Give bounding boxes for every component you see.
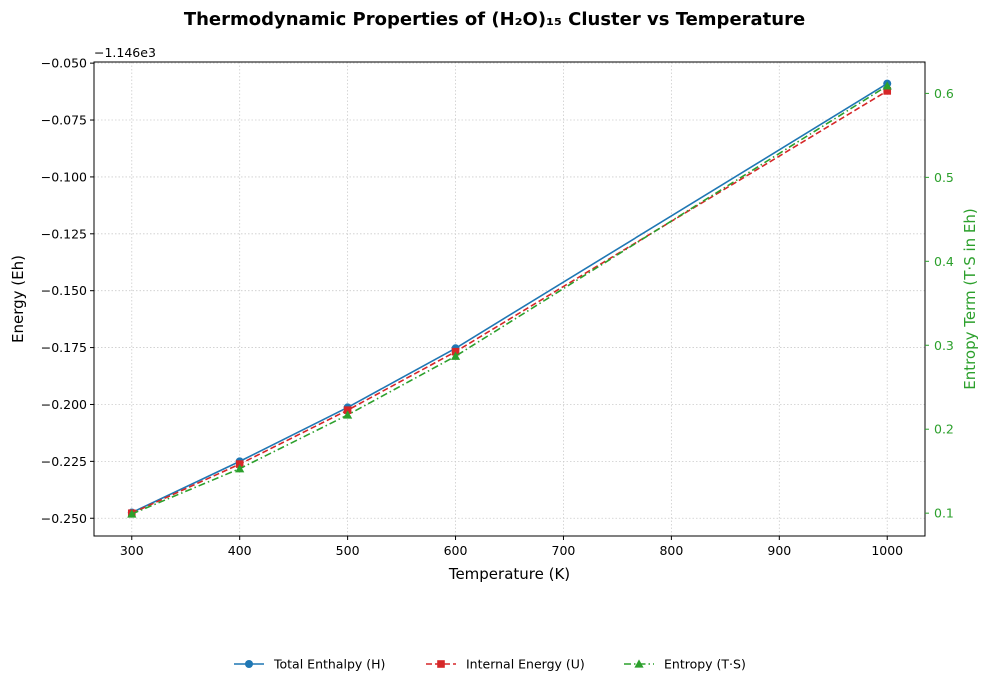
y2-tick-label: 0.1	[934, 506, 954, 521]
x-tick-label: 1000	[871, 543, 903, 558]
series-0	[127, 79, 892, 517]
legend-marker	[634, 659, 644, 668]
legend-label: Entropy (T·S)	[664, 657, 746, 672]
y-tick-label: −0.200	[41, 397, 87, 412]
data-point	[450, 351, 461, 360]
y-tick-label: −0.225	[41, 454, 87, 469]
data-point	[882, 81, 892, 90]
y2-tick-label: 0.3	[934, 338, 954, 353]
y-tick-label: −0.100	[41, 169, 87, 184]
x-tick-label: 600	[444, 543, 468, 558]
data-point	[343, 410, 353, 419]
y-tick-label: −0.075	[41, 113, 87, 128]
y2-axis-label: Entropy Term (T·S in Eh)	[961, 208, 979, 390]
series-lines	[127, 79, 892, 518]
series-2	[127, 81, 892, 518]
legend-marker	[245, 660, 253, 668]
legend-item: Internal Energy (U)	[426, 657, 585, 672]
legend-label: Internal Energy (U)	[466, 657, 585, 672]
series-line	[131, 85, 888, 515]
x-tick-label: 700	[552, 543, 576, 558]
y-tick-label: −0.175	[41, 340, 87, 355]
legend: Total Enthalpy (H) Internal Energy (U) Ent…	[234, 657, 746, 672]
legend-marker	[437, 660, 445, 668]
data-point	[343, 406, 352, 414]
y-axis-label: Energy (Eh)	[9, 255, 27, 343]
grid-lines	[94, 62, 925, 536]
x-ticks: 300 400 500 600 700 800 900 1000	[120, 536, 903, 558]
x-tick-label: 400	[228, 543, 252, 558]
legend-label: Total Enthalpy (H)	[273, 657, 385, 672]
y2-ticks: 0.1 0.2 0.3 0.4 0.5 0.6	[925, 86, 954, 521]
series-line	[131, 90, 888, 514]
y-tick-label: −0.125	[41, 226, 87, 241]
legend-item: Total Enthalpy (H)	[234, 657, 385, 672]
x-tick-label: 900	[767, 543, 791, 558]
data-point	[127, 509, 137, 518]
data-point	[883, 87, 892, 95]
x-tick-label: 300	[120, 543, 144, 558]
x-tick-label: 800	[659, 543, 683, 558]
y-ticks: −0.250 −0.225 −0.200 −0.175 −0.150 −0.125 −0.1…	[41, 56, 94, 526]
y-tick-label: −0.050	[41, 56, 87, 71]
y-offset-label: −1.146e3	[94, 45, 156, 60]
y2-tick-label: 0.5	[934, 170, 954, 185]
y-tick-label: −0.250	[41, 511, 87, 526]
y2-tick-label: 0.2	[934, 422, 954, 437]
data-point	[235, 464, 245, 473]
series-line	[131, 82, 888, 514]
y2-tick-label: 0.4	[934, 254, 954, 269]
chart-title: Thermodynamic Properties of (H₂O)₁₅ Clus…	[184, 9, 805, 30]
plot-frame	[93, 61, 926, 537]
x-tick-label: 500	[336, 543, 360, 558]
x-axis-label: Temperature (K)	[448, 565, 570, 583]
y2-tick-label: 0.6	[934, 86, 954, 101]
legend-item: Entropy (T·S)	[624, 657, 746, 672]
y-tick-label: −0.150	[41, 283, 87, 298]
